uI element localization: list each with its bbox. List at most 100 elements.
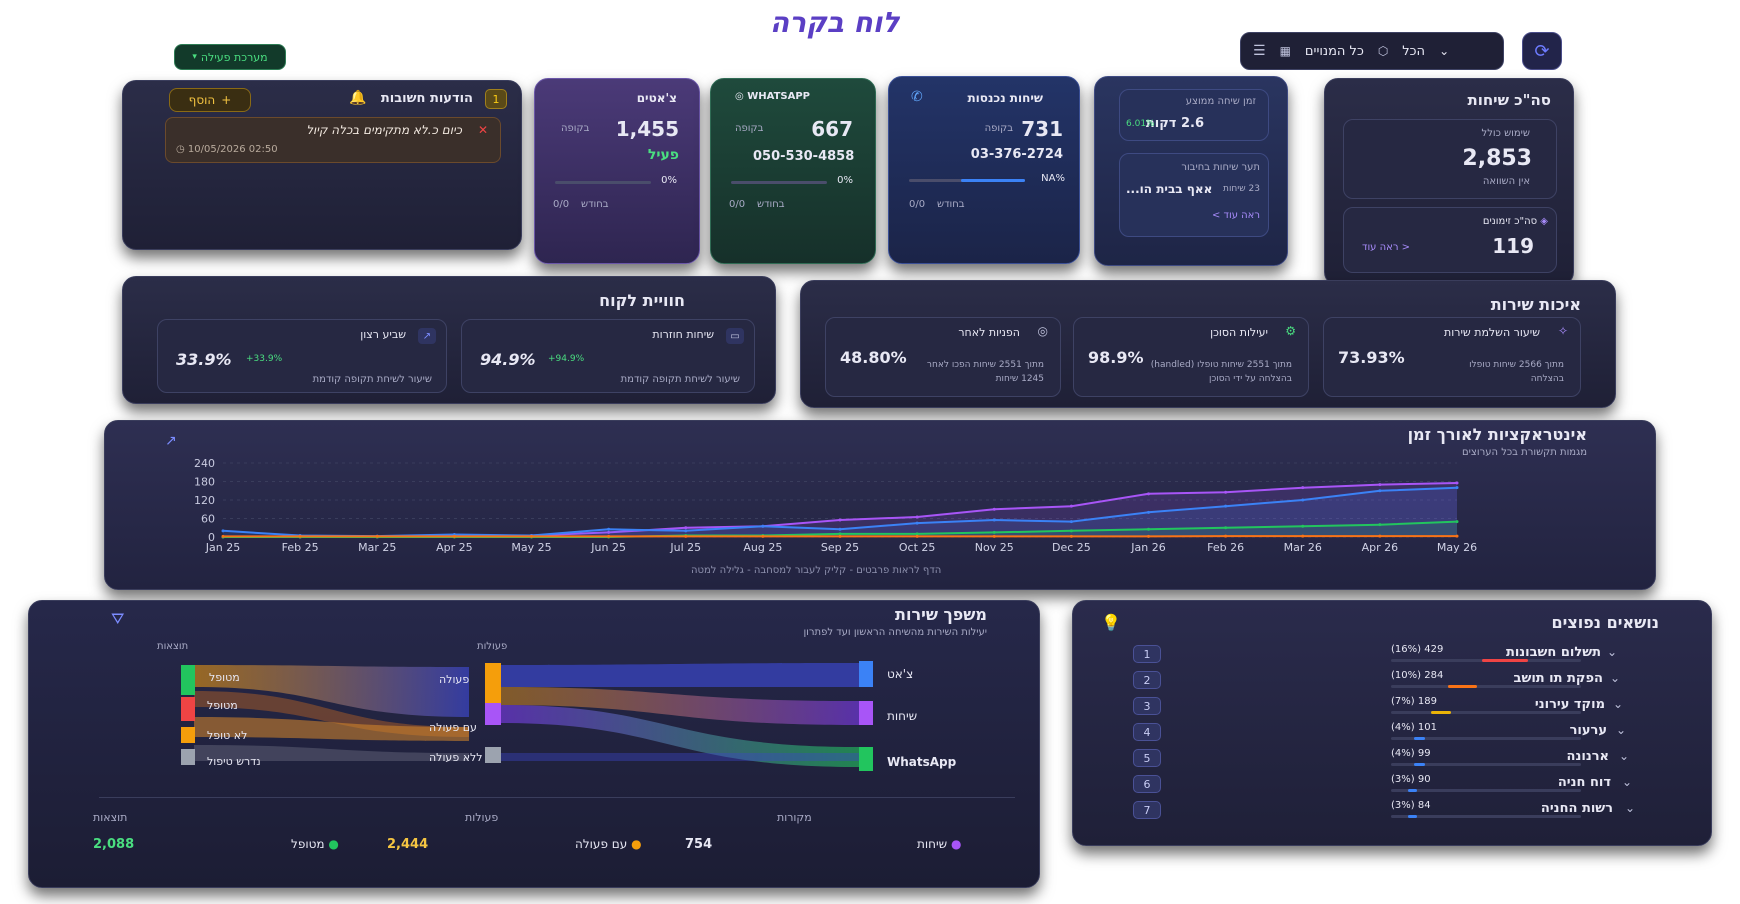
chats-value: 1,455 xyxy=(615,117,679,141)
incoming-progress xyxy=(909,179,1025,182)
data-point xyxy=(1378,534,1382,538)
funnel-action-2: עם פעולה xyxy=(429,721,477,734)
data-point xyxy=(1147,492,1150,496)
topic-bar xyxy=(1391,763,1581,766)
agent-efficiency-sub2: בהצלחה על ידי הסוכן xyxy=(1209,374,1292,384)
subscribers-filter[interactable]: כל המנויים xyxy=(1304,43,1364,59)
data-point xyxy=(1455,534,1459,538)
completion-sub1: מתוך 2566 שיחות טופלו xyxy=(1469,360,1564,370)
satisfaction-box: שביע רצון ↗ 33.9% +33.9% שיעור לשיחת תקו… xyxy=(157,319,447,393)
notice-text: כיום כ.לא מתקימים בכלה קיול xyxy=(306,123,462,137)
data-point xyxy=(1224,534,1228,538)
topic-row[interactable]: 1 תשלום חשבונות 429 (16%) ⌄ xyxy=(1073,643,1713,667)
refresh-button[interactable]: ⟳ xyxy=(1522,32,1562,70)
whatsapp-phone: 050-530-4858 xyxy=(753,149,855,164)
topic-rank: 2 xyxy=(1133,671,1161,689)
topic-name: מוקד עירוני xyxy=(1534,697,1605,712)
incoming-phone: 03-376-2724 xyxy=(970,147,1063,162)
timing-card: זמן שיחה ממוצע 2.6 דקות 6.01% תער שיחות … xyxy=(1094,76,1288,266)
y-tick-label: 0 xyxy=(208,531,215,544)
topic-row[interactable]: 6 דוח חניה 90 (3%) ⌄ xyxy=(1073,773,1713,797)
sparkle-icon: ✧ xyxy=(1557,324,1568,338)
whatsapp-card[interactable]: ◎ WHATSAPP 667 בקופה 050-530-4858 0% 0/0… xyxy=(710,78,876,264)
data-point xyxy=(838,527,842,531)
service-quality-title: איכות שירות xyxy=(1490,295,1581,314)
phone-icon: ✆ xyxy=(911,89,923,105)
chats-title: צ'אטים xyxy=(636,91,677,105)
topic-bar-fill xyxy=(1414,737,1425,740)
data-point xyxy=(1069,534,1073,538)
topic-bar-fill xyxy=(1448,685,1477,688)
data-point xyxy=(1455,486,1459,490)
lightbulb-icon: 💡 xyxy=(1101,613,1121,632)
filter-settings-icon[interactable]: ☰ xyxy=(1253,43,1266,59)
timeline-chart[interactable]: 0 60 120 180 240 Jan 25 Feb 25 Mar 25 Apr 25 May … xyxy=(105,451,1657,581)
topic-stat: 84 (3%) xyxy=(1391,800,1431,811)
incoming-calls-card[interactable]: שיחות נכנסות ✆ 731 בקופה 03-376-2724 NA%… xyxy=(888,76,1080,264)
orange-dot-icon: ● xyxy=(631,837,642,851)
footer-results-label: תוצאות xyxy=(93,811,128,824)
return-calls-box: שיחות חוזרות ▭ 94.9% +94.9% שיעור לשיחת … xyxy=(461,319,755,393)
add-notice-button[interactable]: הוסף + xyxy=(169,88,251,112)
y-tick-label: 180 xyxy=(194,476,215,489)
funnel-node-source-3 xyxy=(859,747,873,771)
topic-rank: 6 xyxy=(1133,775,1161,793)
all-filter[interactable]: הכל xyxy=(1402,43,1426,59)
chevron-down-icon[interactable]: ⌄ xyxy=(1613,697,1624,711)
filter-bar: ☰ ▦ כל המנויים ⬡ הכל ⌄ xyxy=(1240,32,1504,70)
topic-row[interactable]: 3 מוקד עירוני 189 (7%) ⌄ xyxy=(1073,695,1713,719)
filter-icon[interactable]: ⛛ xyxy=(111,609,125,628)
agent-efficiency-value: 98.9% xyxy=(1088,348,1144,367)
topic-row[interactable]: 4 ערעור 101 (4%) ⌄ xyxy=(1073,721,1713,745)
topic-row[interactable]: 5 ארנונה 99 (4%) ⌄ xyxy=(1073,747,1713,771)
plus-icon: + xyxy=(221,93,232,107)
data-point xyxy=(838,518,842,522)
chevron-down-icon[interactable]: ⌄ xyxy=(1607,645,1618,659)
chevron-down-icon[interactable]: ⌄ xyxy=(1439,44,1450,58)
x-tick-label: Jul 25 xyxy=(669,541,701,554)
chevron-down-icon[interactable]: ⌄ xyxy=(1622,775,1633,789)
data-point xyxy=(1069,529,1073,533)
avg-call-time-change: 6.01% xyxy=(1126,119,1155,129)
close-icon[interactable]: ✕ xyxy=(477,123,488,137)
funnel-action-3: ללא פעולה xyxy=(429,751,483,764)
funnel-node-source-2 xyxy=(859,701,873,725)
system-status-badge[interactable]: ▾ מערכת פעילה xyxy=(174,44,286,70)
notice-item[interactable]: כיום כ.לא מתקימים בכלה קיול ✕ ◷ 10/05/20… xyxy=(165,117,501,163)
incoming-month-value: 0/0 xyxy=(909,199,926,210)
chats-card[interactable]: צ'אטים 1,455 בקופה פעיל 0% 0/0 בחודש xyxy=(534,78,700,264)
topic-row[interactable]: 7 רשות החניה 84 (3%) ⌄ xyxy=(1073,799,1713,823)
funnel-result-2: מטופל xyxy=(207,699,238,712)
return-calls-delta: +94.9% xyxy=(548,354,585,364)
usage-compare: אין השוואה xyxy=(1482,176,1530,187)
chevron-down-icon[interactable]: ⌄ xyxy=(1616,723,1627,737)
x-tick-label: Jan 26 xyxy=(1130,541,1165,554)
cube-icon: ⬡ xyxy=(1377,44,1389,58)
topic-name: דוח חניה xyxy=(1557,775,1611,790)
x-tick-label: Sep 25 xyxy=(821,541,859,554)
series-area xyxy=(223,521,1457,537)
waiting-calls-box[interactable]: תער שיחות בחיבור 23 שיחות אאף בבית הו...… xyxy=(1119,153,1269,237)
satisfaction-value: 33.9% xyxy=(176,350,232,369)
data-point xyxy=(838,534,842,538)
chats-percent: 0% xyxy=(661,175,677,186)
return-calls-sub: שיעור לשיחת תקופה קודמת xyxy=(620,374,740,385)
incoming-value: 731 xyxy=(1021,117,1063,141)
footer-actions-value: 2,444 xyxy=(387,837,429,852)
green-dot-icon: ● xyxy=(328,837,339,851)
topic-row[interactable]: 2 הפקת תו תושב 284 (10%) ⌄ xyxy=(1073,669,1713,693)
orders-label: ◈ סה"כ זימונים xyxy=(1482,216,1548,227)
chevron-down-icon[interactable]: ⌄ xyxy=(1610,671,1621,685)
topic-name: ארנונה xyxy=(1566,749,1609,764)
funnel-sankey[interactable] xyxy=(29,657,1041,817)
x-tick-label: Dec 25 xyxy=(1052,541,1091,554)
waiting-see-more-link[interactable]: ראה עוד > xyxy=(1211,210,1260,221)
x-tick-label: Jan 25 xyxy=(205,541,240,554)
chevron-down-icon[interactable]: ⌄ xyxy=(1619,749,1630,763)
funnel-divider xyxy=(99,797,1015,798)
trend-icon: ↗ xyxy=(165,433,177,449)
timeline-hint: הדף לראות פרבטים - קליק לעבור למסחבה - ג… xyxy=(691,565,942,576)
chevron-down-icon[interactable]: ⌄ xyxy=(1625,801,1636,815)
orders-see-more-link[interactable]: < ראה עוד xyxy=(1362,242,1411,253)
